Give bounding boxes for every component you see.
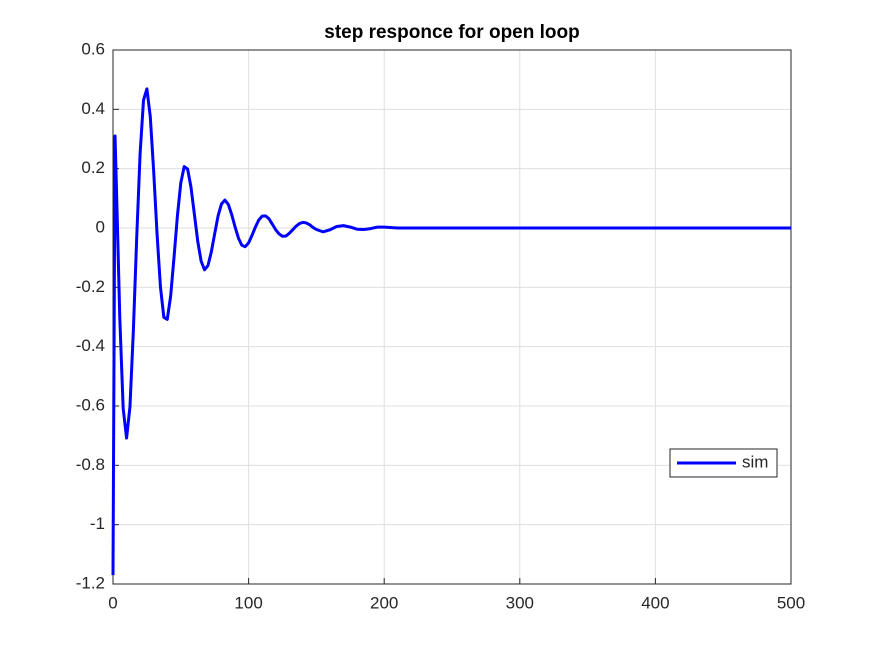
legend-label: sim [742, 452, 768, 471]
y-tick-label: 0 [96, 217, 105, 236]
y-tick-label: -0.8 [76, 455, 105, 474]
x-tick-label: 200 [370, 593, 398, 612]
y-tick-label: -1 [90, 514, 105, 533]
x-tick-label: 500 [777, 593, 805, 612]
y-tick-label: 0.4 [81, 99, 105, 118]
y-tick-label: -0.4 [76, 336, 105, 355]
y-tick-label: -0.2 [76, 277, 105, 296]
y-tick-label: -0.6 [76, 395, 105, 414]
y-tick-label: -1.2 [76, 573, 105, 592]
x-tick-label: 400 [641, 593, 669, 612]
x-tick-label: 300 [506, 593, 534, 612]
y-tick-label: 0.2 [81, 158, 105, 177]
chart-title: step responce for open loop [324, 22, 579, 43]
plot-area [113, 50, 791, 584]
y-tick-label: 0.6 [81, 39, 105, 58]
line-series [111, 87, 791, 576]
x-tick-label: 0 [108, 593, 117, 612]
x-tick-label: 100 [234, 593, 262, 612]
